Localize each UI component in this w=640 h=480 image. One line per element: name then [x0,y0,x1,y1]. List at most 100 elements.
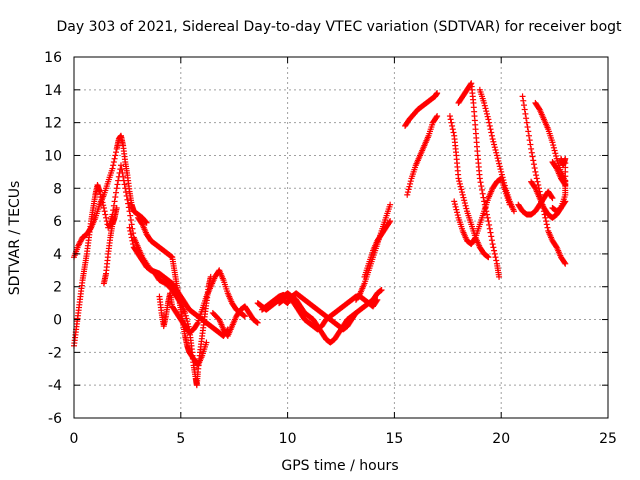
data-point [485,116,492,123]
data-point [492,254,499,261]
data-point [500,177,507,184]
data-point [486,221,493,228]
data-series-6 [156,267,248,336]
data-series-18 [476,86,518,215]
data-point [496,160,503,167]
data-point [487,126,494,133]
data-point [520,97,527,104]
data-point [254,319,261,326]
y-tick-label: -6 [48,411,62,427]
data-point [549,139,556,146]
data-point [488,132,495,139]
data-point [553,153,560,160]
data-point [374,296,381,303]
data-point [489,136,496,143]
data-series-4 [126,224,231,339]
y-tick-label: 6 [53,214,62,230]
data-point [352,309,359,316]
data-series-13 [402,90,441,129]
data-point [459,189,466,196]
data-point [114,181,121,188]
y-tick-label: 8 [53,181,62,197]
data-point [528,149,535,156]
data-point [520,102,527,109]
data-point [496,163,503,170]
data-series-15 [455,80,503,280]
data-point [451,201,458,208]
data-point [111,198,118,205]
y-tick-label: 16 [44,50,62,66]
data-series-14 [404,113,441,198]
data-point [528,145,535,152]
data-point [109,165,116,172]
data-point [533,175,540,182]
data-point [459,191,466,198]
plot-frame [73,56,609,419]
data-point [405,186,412,193]
data-point [552,150,559,157]
data-series-3 [100,204,120,287]
x-tick-label: 15 [385,431,403,447]
data-point [543,218,550,225]
data-point [562,260,569,267]
y-tick-label: 2 [53,280,62,296]
data-point [498,168,505,175]
data-point [128,234,135,241]
data-point [526,137,533,144]
data-point [100,204,107,211]
data-point [127,231,134,238]
data-point [457,183,464,190]
data-point [527,141,534,148]
data-point [479,190,486,197]
data-point [501,179,508,186]
data-point [490,138,497,145]
data-point [561,259,568,266]
data-point [551,147,558,154]
data-point [482,105,489,112]
data-point [113,189,120,196]
x-tick-labels: 0 5 10 15 20 25 [70,431,617,447]
data-point [387,218,394,225]
data-point [98,196,105,203]
grid-lines [74,57,608,418]
data-point [483,110,490,117]
data-point [129,237,136,244]
data-point [461,200,468,207]
data-point [434,90,441,97]
data-point [495,157,502,164]
x-tick-label: 20 [492,431,510,447]
data-point [478,183,485,190]
data-point [484,214,491,221]
data-point [97,191,104,198]
data-point [491,144,498,151]
data-point [550,144,557,151]
data-point [497,166,504,173]
data-point [126,208,133,215]
data-point [550,142,557,149]
y-tick-label: 10 [44,148,62,164]
data-point [484,113,491,120]
data-point [110,159,117,166]
x-tick-label: 5 [176,431,185,447]
data-point [125,200,132,207]
data-point [406,183,413,190]
data-point [548,194,555,201]
data-point [460,194,467,201]
data-point [532,168,539,175]
data-series-17 [451,175,513,248]
data-point [521,106,528,113]
data-series-16 [446,113,492,261]
data-series-22 [528,178,569,221]
data-point [542,214,549,221]
data-point [529,153,536,160]
data-point [453,206,460,213]
data-point [433,114,440,121]
data-point [492,146,499,153]
data-point [489,241,496,248]
data-point [120,177,127,184]
data-point [483,108,490,115]
data-point [558,155,565,162]
data-point [102,211,109,218]
data-point [111,155,118,162]
